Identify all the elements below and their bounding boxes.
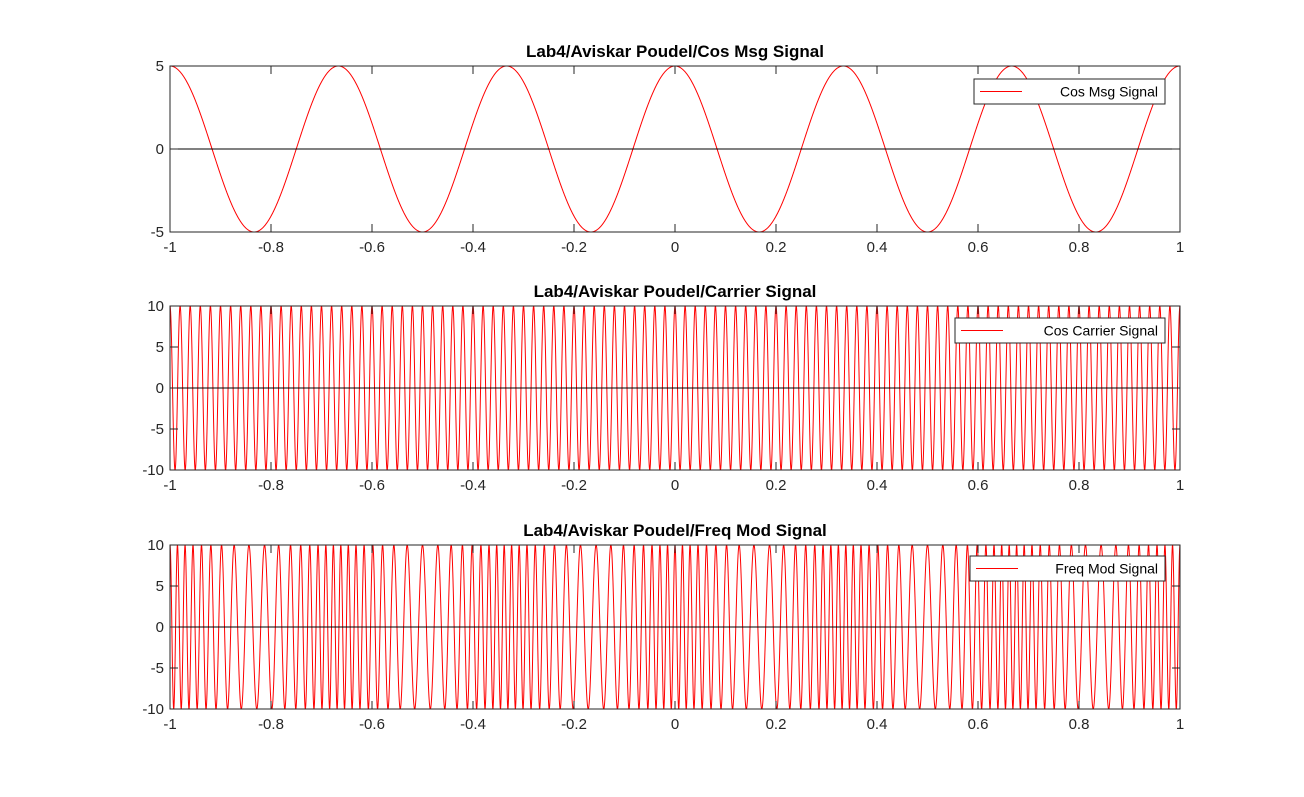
x-tick-label: 0 [671,716,679,733]
x-tick-label: -0.8 [258,239,284,256]
x-tick-label: 0.4 [867,716,888,733]
x-tick-label: 0.8 [1069,477,1090,494]
subplot-title: Lab4/Aviskar Poudel/Carrier Signal [534,282,817,301]
x-tick-label: 0 [671,239,679,256]
y-tick-label: -5 [151,224,164,241]
y-tick-label: -5 [151,660,164,677]
legend: Cos Msg Signal [973,78,1166,105]
x-tick-label: 0.2 [766,716,787,733]
x-tick-label: -0.6 [359,477,385,494]
x-tick-label: 0.4 [867,477,888,494]
subplot-title: Lab4/Aviskar Poudel/Cos Msg Signal [526,42,824,61]
y-tick-label: 10 [147,298,164,315]
subplot-3: Lab4/Aviskar Poudel/Freq Mod Signal -1 -0.… [142,521,1184,733]
x-tick-label: -0.8 [258,716,284,733]
y-tick-label: -10 [142,701,164,718]
signal-line-1 [170,306,1180,470]
y-tick-label: 10 [147,537,164,554]
legend-label: Freq Mod Signal [1055,561,1158,577]
y-tick-label: 0 [156,619,164,636]
y-tick-label: -5 [151,421,164,438]
x-tick-label: 0.6 [968,716,989,733]
subplot-1: Lab4/Aviskar Poudel/Cos Msg Signal -1 -0.8… [151,42,1185,256]
x-tick-label: -1 [163,239,176,256]
x-tick-label: 0.2 [766,477,787,494]
x-tick-label: -0.6 [359,239,385,256]
x-tick-label: 1 [1176,477,1184,494]
subplot-title: Lab4/Aviskar Poudel/Freq Mod Signal [523,521,827,540]
x-tick-label: -0.4 [460,477,486,494]
x-tick-label: -0.6 [359,716,385,733]
x-tick-label: -0.8 [258,477,284,494]
y-tick-label: -10 [142,462,164,479]
y-tick-label: 0 [156,141,164,158]
subplot-2: Lab4/Aviskar Poudel/Carrier Signal -1 -0.8… [142,282,1184,494]
x-tick-label: 1 [1176,239,1184,256]
x-tick-label: -1 [163,716,176,733]
x-tick-label: 0.6 [968,477,989,494]
x-tick-label: 0.4 [867,239,888,256]
x-tick-label: 1 [1176,716,1184,733]
y-tick-label: 5 [156,339,164,356]
y-tick-label: 5 [156,578,164,595]
y-tick-label: 0 [156,380,164,397]
legend-label: Cos Msg Signal [1060,84,1158,100]
legend-label: Cos Carrier Signal [1044,323,1158,339]
x-tick-label: -0.2 [561,716,587,733]
x-tick-label: 0.8 [1069,716,1090,733]
legend: Cos Carrier Signal [954,317,1166,344]
x-tick-label: 0 [671,477,679,494]
signal-line-1 [170,545,1180,709]
x-tick-label: -0.2 [561,477,587,494]
x-tick-label: 0.8 [1069,239,1090,256]
x-tick-label: -0.4 [460,716,486,733]
legend: Freq Mod Signal [969,555,1166,582]
y-tick-label: 5 [156,58,164,75]
x-tick-label: -0.2 [561,239,587,256]
x-tick-label: -1 [163,477,176,494]
x-tick-label: 0.6 [968,239,989,256]
x-tick-label: -0.4 [460,239,486,256]
x-tick-label: 0.2 [766,239,787,256]
